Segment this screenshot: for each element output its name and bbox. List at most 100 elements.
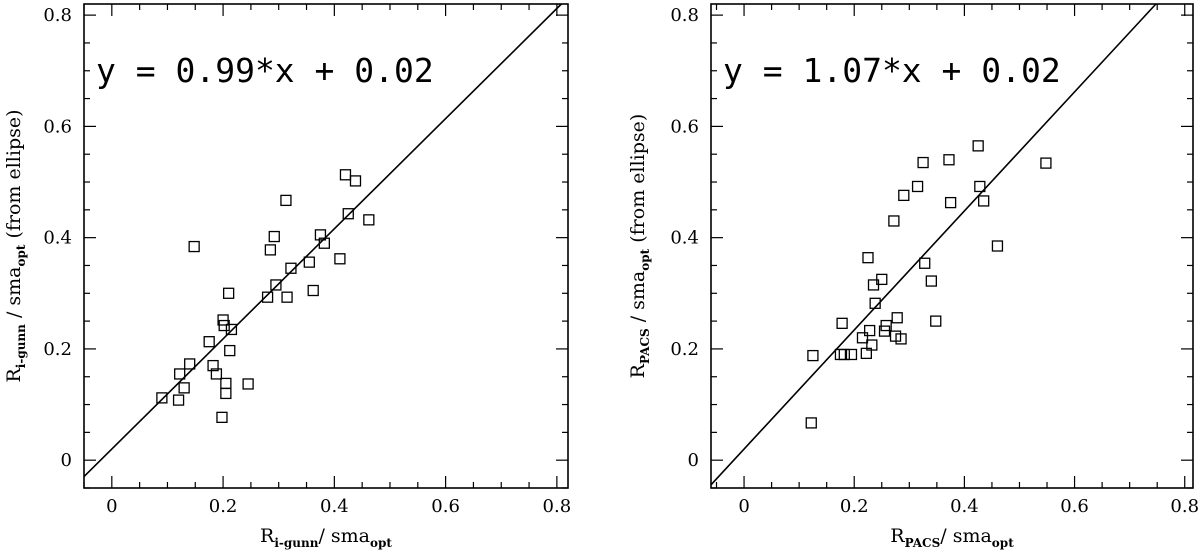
data-point-30 — [334, 253, 346, 265]
data-point-6 — [845, 348, 858, 361]
x-tick-label: 0.6 — [1060, 496, 1089, 517]
chart-panel-1: 0 0.2 0.4 0.6 0.8 0 0.2 0.4 0.6 0.8 y = 0.99*x + 0… — [3, 3, 572, 550]
fit-equation: y = 1.07*x + 0.02 — [723, 51, 1061, 90]
data-point-26 — [930, 315, 942, 327]
data-point-7 — [203, 336, 215, 348]
y-label-mid: / sma — [627, 271, 649, 329]
x-label-mid: / sma — [318, 525, 370, 547]
data-point-11 — [866, 339, 878, 351]
y-tick-label: 0.4 — [43, 228, 72, 249]
y-label-sub: PACS — [638, 328, 652, 364]
data-point-30 — [974, 180, 986, 193]
data-point-8 — [207, 359, 219, 372]
data-point-22 — [270, 279, 282, 291]
data-point-31 — [978, 195, 990, 207]
x-label-sub: PACS — [905, 536, 941, 550]
x-tick-label: 0.2 — [209, 496, 238, 517]
data-point-29 — [972, 140, 984, 152]
y-axis-label: RPACS / smaopt (from ellipse) — [627, 114, 652, 379]
data-point-1 — [805, 417, 817, 429]
plot-frame — [710, 3, 1194, 489]
y-label-main: R — [3, 368, 25, 383]
y-label-tail: (from ellipse) — [3, 109, 25, 244]
x-axis-label: RPACS/ smaopt — [890, 525, 1014, 550]
y-tick-label: 0.8 — [43, 5, 72, 26]
x-tick-label: 0.4 — [320, 496, 349, 517]
data-point-12 — [218, 319, 230, 332]
y-label-sub2: opt — [14, 244, 28, 266]
data-point-14 — [876, 273, 888, 286]
data-point-10 — [863, 324, 876, 337]
data-point-27 — [943, 154, 955, 166]
fit-equation: y = 0.99*x + 0.02 — [96, 51, 434, 90]
x-label-sub2: opt — [992, 536, 1014, 550]
y-label-sub: i-gunn — [14, 324, 28, 368]
x-tick-label: 0.4 — [950, 496, 979, 517]
data-point-23 — [280, 194, 292, 207]
data-point-16 — [880, 319, 892, 332]
data-point-5 — [838, 348, 850, 361]
data-point-1 — [156, 392, 168, 404]
data-point-13 — [869, 297, 881, 309]
data-point-20 — [264, 244, 277, 256]
data-point-18 — [242, 378, 254, 390]
data-point-21 — [268, 230, 280, 243]
data-point-28 — [944, 196, 957, 209]
data-point-15 — [222, 287, 235, 299]
y-label-tail: (from ellipse) — [627, 114, 649, 249]
plot-frame — [83, 3, 569, 489]
data-point-3 — [174, 368, 186, 380]
data-point-26 — [303, 256, 315, 268]
data-point-32 — [991, 240, 1004, 252]
x-label-sub2: opt — [370, 536, 392, 550]
x-tick-label: 0.8 — [543, 496, 572, 517]
x-tick-label: 0.8 — [1170, 496, 1199, 517]
data-point-20 — [895, 333, 907, 345]
y-tick-label: 0.8 — [670, 5, 699, 26]
x-tick-label: 0 — [738, 496, 749, 517]
chart-panel-2: 0 0.2 0.4 0.6 0.8 0 0.2 0.4 0.6 0.8 y = 1.07*x + 0… — [627, 3, 1199, 550]
data-point-9 — [210, 368, 223, 380]
data-point-24 — [281, 291, 293, 303]
data-point-14 — [220, 387, 232, 400]
x-tick-label: 0.2 — [840, 496, 869, 517]
y-tick-label: 0.2 — [43, 339, 72, 360]
data-point-29 — [318, 237, 330, 249]
x-label-sub: i-gunn — [274, 536, 318, 550]
data-point-31 — [339, 169, 352, 181]
data-point-21 — [898, 189, 910, 202]
x-tick-label: 0 — [106, 496, 117, 517]
y-tick-label: 0 — [61, 450, 72, 471]
data-point-34 — [363, 214, 375, 226]
y-tick-label: 0 — [688, 450, 699, 471]
data-point-3 — [834, 348, 847, 361]
data-point-25 — [285, 262, 297, 274]
data-point-23 — [917, 156, 929, 169]
data-point-13 — [220, 377, 232, 390]
y-tick-label: 0.2 — [670, 339, 699, 360]
data-point-6 — [188, 240, 200, 253]
data-point-19 — [261, 291, 274, 303]
y-tick-label: 0.4 — [670, 228, 699, 249]
data-point-10 — [216, 411, 228, 423]
x-label-main: R — [890, 525, 905, 547]
y-axis-label: Ri-gunn / smaopt (from ellipse) — [3, 109, 28, 382]
data-point-32 — [342, 208, 354, 220]
data-point-19 — [891, 312, 903, 324]
data-point-2 — [807, 349, 819, 362]
data-point-16 — [224, 344, 236, 357]
data-point-33 — [1040, 157, 1052, 169]
data-point-22 — [911, 180, 924, 193]
data-point-9 — [862, 252, 874, 264]
data-point-4 — [178, 382, 190, 394]
fit-line — [710, 3, 1157, 486]
y-tick-label: 0.6 — [43, 116, 72, 137]
data-point-27 — [307, 284, 319, 297]
x-axis-label: Ri-gunn/ smaopt — [260, 525, 392, 550]
data-point-17 — [888, 215, 900, 227]
data-point-7 — [856, 332, 869, 344]
x-label-mid: / sma — [940, 525, 992, 547]
x-label-main: R — [260, 525, 275, 547]
